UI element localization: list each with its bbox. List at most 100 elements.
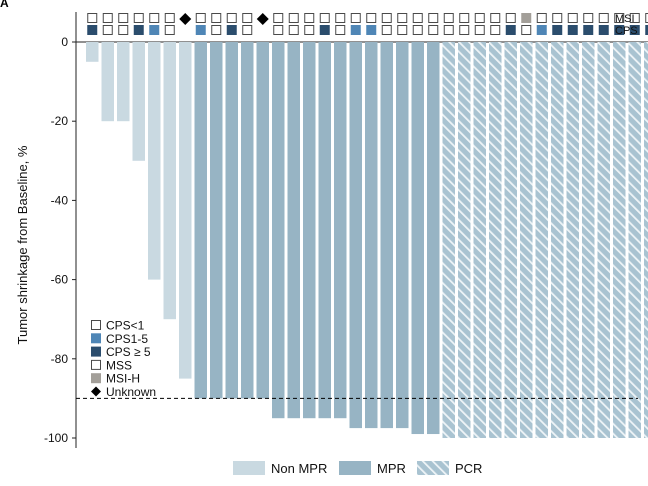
- legend-mpr-label: MPR: [377, 461, 406, 476]
- msi-marker: [443, 13, 454, 23]
- cps-marker: [552, 25, 563, 35]
- legend-unknown-label: Unknown: [106, 385, 156, 399]
- cps-marker: [133, 25, 144, 35]
- msi-marker: [567, 13, 578, 23]
- cps-marker: [350, 25, 361, 35]
- msi-marker: [164, 13, 175, 23]
- cps-marker: [381, 25, 392, 35]
- cps-marker: [102, 25, 113, 35]
- cps-marker: [273, 25, 284, 35]
- cps-marker: [366, 25, 377, 35]
- bar-mpr: [256, 42, 269, 399]
- msi-marker: [242, 13, 253, 23]
- legend-non-mpr-label: Non MPR: [271, 461, 327, 476]
- msi-marker: [598, 13, 609, 23]
- unknown-marker: [256, 13, 269, 25]
- bar-pcr: [566, 42, 579, 438]
- cps-marker: [319, 25, 330, 35]
- msi-marker: [149, 13, 160, 23]
- legend-pcr-swatch: [417, 461, 449, 475]
- bar-mpr: [241, 42, 254, 399]
- bar-pcr: [628, 42, 641, 438]
- cps-marker: [118, 25, 129, 35]
- cps-marker: [521, 25, 532, 35]
- bar-pcr: [458, 42, 471, 438]
- msi-marker: [459, 13, 470, 23]
- bar-non_mpr: [179, 42, 192, 379]
- msi-marker: [87, 13, 98, 23]
- y-tick-label: -80: [51, 352, 69, 366]
- panel-letter: A: [0, 0, 9, 10]
- bar-pcr: [473, 42, 486, 438]
- cps-marker: [645, 25, 648, 35]
- bar-mpr: [396, 42, 409, 429]
- bar-mpr: [411, 42, 424, 435]
- cps-marker: [335, 25, 346, 35]
- bar-mpr: [272, 42, 285, 419]
- msi-marker: [133, 13, 144, 23]
- legend-unknown-icon: [91, 386, 101, 397]
- msi-marker: [614, 13, 625, 23]
- msi-marker: [350, 13, 361, 23]
- legend-cps_ge5-icon: [91, 346, 101, 357]
- cps-marker: [164, 25, 175, 35]
- cps-row-label: CPS: [615, 25, 638, 37]
- cps-marker: [242, 25, 253, 35]
- legend-cps_1_5-label: CPS1-5: [106, 332, 148, 346]
- legend-cps_ge5-label: CPS ≥ 5: [106, 345, 151, 359]
- y-tick-label: -100: [44, 431, 68, 445]
- bar-pcr: [504, 42, 517, 438]
- bar-non_mpr: [132, 42, 145, 161]
- msi-marker: [536, 13, 547, 23]
- cps-marker: [474, 25, 485, 35]
- msi-marker: [552, 13, 563, 23]
- msi-marker: [118, 13, 129, 23]
- msi-marker: [288, 13, 299, 23]
- msi-marker: [645, 13, 648, 23]
- cps-marker: [567, 25, 578, 35]
- msi-row-label: MSI: [615, 13, 635, 25]
- msi-marker: [381, 13, 392, 23]
- msi-marker: [490, 13, 501, 23]
- cps-marker: [490, 25, 501, 35]
- legend-msi_h-label: MSI-H: [106, 372, 140, 386]
- group-legend: Non MPR MPR PCR: [233, 461, 482, 476]
- legend-pcr-label: PCR: [455, 461, 482, 476]
- bar-pcr: [613, 42, 626, 438]
- cps-marker: [583, 25, 594, 35]
- msi-marker: [428, 13, 439, 23]
- cps-marker: [195, 25, 206, 35]
- bar-non_mpr: [117, 42, 130, 122]
- cps-marker: [459, 25, 470, 35]
- cps-marker: [629, 25, 640, 35]
- bar-non_mpr: [101, 42, 114, 122]
- msi-marker: [629, 13, 640, 23]
- cps-marker: [536, 25, 547, 35]
- msi-marker: [521, 13, 532, 23]
- bar-mpr: [210, 42, 223, 399]
- cps-marker: [226, 25, 237, 35]
- cps-marker: [211, 25, 222, 35]
- bar-mpr: [194, 42, 207, 399]
- cps-marker: [598, 25, 609, 35]
- bar-pcr: [644, 42, 648, 438]
- cps-marker: [443, 25, 454, 35]
- y-tick-label: -20: [51, 114, 69, 128]
- legend-mss-label: MSS: [106, 358, 132, 372]
- y-tick-label: -60: [51, 273, 69, 287]
- msi-marker: [505, 13, 516, 23]
- cps-marker: [304, 25, 315, 35]
- cps-marker: [87, 25, 98, 35]
- bar-mpr: [303, 42, 316, 419]
- legend-cps_lt1-label: CPS<1: [106, 319, 145, 333]
- cps-marker: [614, 25, 625, 35]
- bar-pcr: [551, 42, 564, 438]
- msi-marker: [397, 13, 408, 23]
- cps-marker: [149, 25, 160, 35]
- msi-marker: [102, 13, 113, 23]
- msi-marker: [195, 13, 206, 23]
- msi-marker: [335, 13, 346, 23]
- msi-marker: [319, 13, 330, 23]
